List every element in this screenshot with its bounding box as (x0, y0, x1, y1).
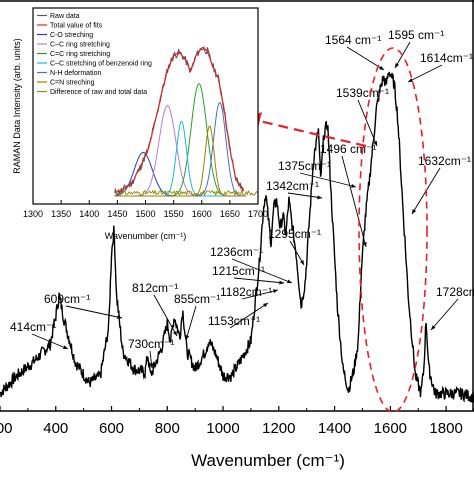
highlight-ellipse (358, 47, 428, 413)
inset-component-curve (114, 125, 247, 197)
inset-x-tick-label: 1650 (220, 209, 240, 219)
inset-x-tick-label: 1700 (248, 209, 268, 219)
peak-label: 1342cm⁻¹ (266, 179, 319, 193)
peak-pointer (241, 289, 279, 300)
peak-arrowhead (263, 303, 268, 308)
x-tick-label: 1400 (318, 420, 351, 437)
peak-pointer (233, 277, 285, 284)
peak-pointer (341, 155, 367, 248)
peak-label: 1215cm⁻¹ (212, 264, 265, 278)
x-axis-label: Wavenumber (cm⁻¹) (191, 451, 345, 470)
peak-arrowhead (149, 363, 154, 368)
peak-pointer (185, 305, 197, 341)
x-tick-label: 400 (43, 420, 68, 437)
peak-pointer (31, 333, 69, 350)
peak-arrowhead (273, 289, 278, 293)
peak-arrowhead (300, 260, 304, 265)
peak-pointer (357, 99, 378, 147)
x-tick-label: 1200 (262, 420, 295, 437)
inset-legend-label: Total value of fits (50, 23, 103, 30)
peak-arrowhead (412, 209, 417, 214)
peak-arrowhead (63, 345, 68, 349)
peak-label: 1614cm⁻¹ (420, 51, 473, 65)
inset-legend-label: C–C stretching of benzenoid ring (50, 61, 152, 68)
inset-x-tick-label: 1500 (135, 209, 155, 219)
peak-label: 1595 cm⁻¹ (388, 28, 444, 42)
peak-label: 1153cm⁻¹ (208, 314, 260, 328)
inset-legend-label: C=C ring stretching (50, 51, 110, 58)
peak-arrowhead (173, 331, 177, 336)
peak-pointer (299, 172, 357, 188)
peak-label: 1632cm⁻¹ (418, 154, 471, 168)
x-tick-label: 1000 (206, 420, 239, 437)
inset-total-fit-line (114, 46, 245, 194)
inset-x-tick-label: 1550 (164, 209, 184, 219)
peak-arrowhead (287, 279, 292, 284)
peak-label: 1182cm⁻¹ (220, 285, 272, 299)
peak-arrowhead (408, 78, 413, 82)
inset-y-axis-label: RAMAN Data Intensity (arb. units) (12, 38, 22, 174)
peak-pointer (231, 258, 293, 284)
inset-frame (32, 7, 259, 205)
inset-x-tick-label: 1600 (192, 209, 212, 219)
inset-plot: 1300 1350 1400 1450 1500 1550 1600 1650 1700 Wave… (12, 7, 268, 241)
peak-label: 414cm⁻¹ (10, 320, 56, 334)
peak-label: 855cm⁻¹ (174, 292, 220, 306)
inset-legend-label: Difference of raw and total data (50, 89, 147, 96)
inset-x-tick-label: 1450 (107, 209, 127, 219)
peak-arrowhead (379, 65, 384, 70)
inset-legend-label: Raw data (50, 13, 80, 20)
peak-label: 609cm⁻¹ (44, 292, 90, 306)
peak-pointer (430, 298, 459, 331)
peak-label: 1564 cm⁻¹ (325, 33, 381, 47)
peak-label: 1539cm⁻¹ (336, 86, 389, 100)
x-tick-label: 200 (0, 420, 13, 437)
peak-arrowhead (317, 195, 322, 200)
peak-pointer (287, 192, 323, 199)
inset-difference-line (114, 189, 258, 197)
inset-legend-label: C=N streching (50, 80, 95, 87)
peak-pointer (229, 302, 269, 329)
inset-legend-label: C–C ring stretching (50, 42, 110, 49)
peak-arrowhead (362, 242, 367, 247)
peak-label: 730cm⁻¹ (128, 337, 174, 351)
peak-pointer (153, 294, 178, 337)
x-tick-label: 1800 (429, 420, 462, 437)
peak-label: 1496 cm⁻¹ (320, 142, 376, 156)
inset-legend-label: C-O streching (50, 32, 93, 39)
x-tick-label: 600 (99, 420, 124, 437)
peak-arrowhead (395, 63, 399, 68)
inset-legend-label: N-H deformation (50, 70, 101, 77)
peak-arrowhead (431, 325, 436, 330)
inset-x-tick-label: 1300 (23, 209, 43, 219)
peak-label: 812cm⁻¹ (132, 281, 178, 295)
peak-arrowhead (117, 315, 122, 319)
peak-arrowhead (185, 335, 190, 340)
peak-label: 1295cm⁻¹ (268, 227, 321, 241)
spectrum-line (0, 71, 474, 403)
peak-label: 1236cm⁻¹ (210, 245, 263, 259)
peak-arrowhead (279, 280, 284, 285)
inset-x-tick-label: 1350 (51, 209, 71, 219)
peak-label: 1728cm⁻¹ (436, 285, 474, 299)
peak-pointer (407, 64, 443, 83)
inset-x-tick-label: 1400 (79, 209, 99, 219)
peak-arrowhead (351, 184, 356, 188)
x-tick-label: 800 (155, 420, 180, 437)
peak-arrowhead (373, 141, 377, 146)
peak-pointer (289, 240, 305, 266)
inset-x-axis-label: Wavenumber (cm⁻¹) (105, 231, 186, 241)
peak-pointer (65, 305, 123, 319)
peak-label: 1375cm⁻¹ (278, 159, 331, 173)
zoom-arrow (254, 118, 367, 148)
x-tick-label: 1600 (374, 420, 407, 437)
